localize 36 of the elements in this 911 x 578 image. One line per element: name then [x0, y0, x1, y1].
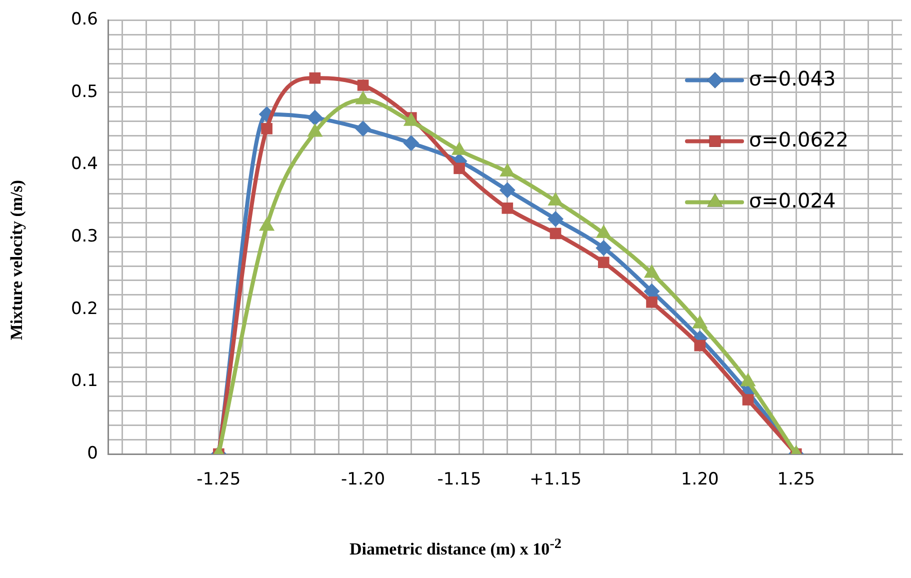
point	[403, 135, 420, 152]
legend-label: σ=0.043	[749, 66, 836, 90]
point	[499, 182, 516, 198]
point	[355, 120, 372, 137]
legend-label: σ=0.024	[749, 188, 836, 212]
x-tick-label: 1.20	[680, 470, 719, 490]
y-axis-title: Mixture velocity (m/s)	[7, 178, 27, 342]
point	[598, 256, 610, 268]
point	[309, 72, 321, 84]
point	[596, 240, 612, 256]
y-tick-label: 0.6	[70, 10, 98, 30]
x-tick-label: 1.25	[777, 470, 816, 490]
point	[740, 372, 756, 386]
point	[644, 264, 660, 278]
point	[502, 202, 514, 214]
point	[357, 80, 369, 91]
x-axis-title: Diametric distance (m) x 10$^{-2}$	[348, 536, 562, 560]
y-tick-label: 0	[87, 443, 98, 464]
point	[550, 228, 562, 240]
y-tick-label: 0.2	[70, 298, 98, 319]
x-tick-label: -1.15	[437, 470, 482, 490]
point	[692, 314, 708, 328]
y-tick-label: 0.1	[70, 371, 98, 392]
y-tick-label: 0.5	[70, 82, 98, 102]
x-tick-label: -1.20	[341, 470, 386, 490]
point	[454, 162, 465, 174]
x-tick-label: -1.25	[196, 470, 241, 490]
x-tick-label: +1.15	[529, 470, 582, 490]
point	[306, 110, 323, 126]
y-tick-label: 0.4	[70, 154, 98, 174]
point	[694, 340, 706, 352]
point	[646, 296, 658, 308]
legend-label: σ=0.0622	[749, 127, 848, 152]
point	[548, 211, 564, 228]
y-tick-label: 0.3	[70, 226, 98, 247]
point	[261, 122, 272, 134]
